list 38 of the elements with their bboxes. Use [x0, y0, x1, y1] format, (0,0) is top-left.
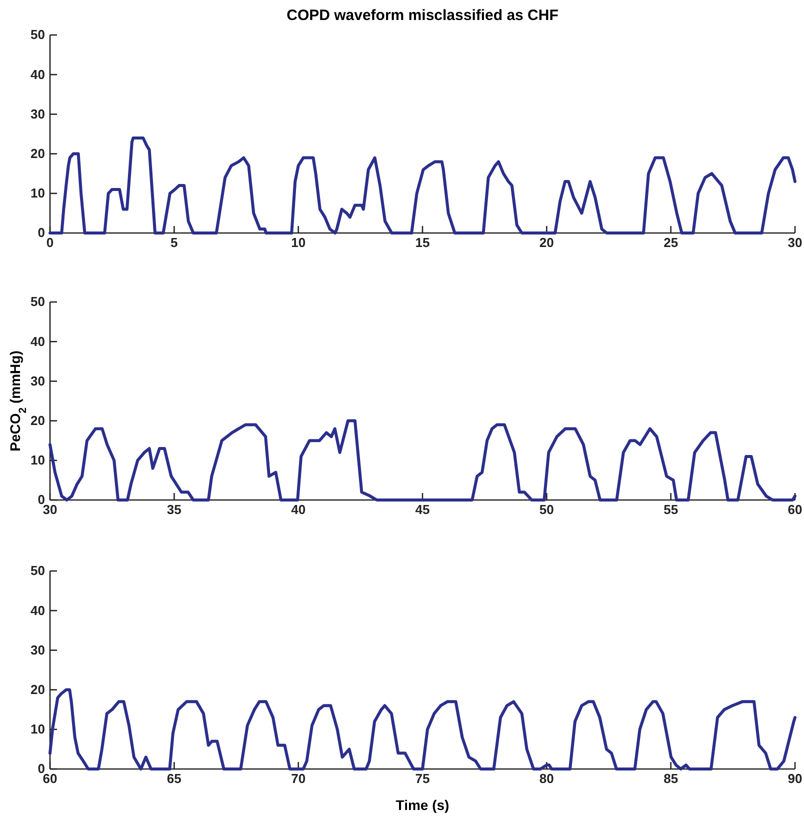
x-tick-label: 90 — [788, 771, 802, 786]
y-tick-label: 10 — [30, 722, 45, 737]
x-tick-label: 35 — [166, 502, 182, 518]
x-tick-label: 50 — [539, 502, 554, 518]
y-tick-label: 10 — [30, 452, 45, 468]
y-tick-label: 10 — [30, 186, 45, 201]
x-tick-label: 20 — [539, 235, 554, 250]
x-tick-label: 5 — [170, 235, 178, 250]
x-tick-label: 80 — [539, 771, 554, 786]
x-tick-label: 30 — [788, 235, 802, 250]
chart-title: COPD waveform misclassified as CHF — [286, 7, 558, 24]
y-tick-label: 20 — [30, 412, 45, 428]
y-tick-label: 50 — [30, 563, 45, 578]
x-tick-label: 65 — [166, 771, 182, 786]
x-tick-label: 85 — [664, 771, 678, 786]
x-tick-label: 60 — [788, 502, 802, 518]
x-tick-label: 75 — [415, 771, 430, 786]
x-tick-label: 10 — [291, 235, 306, 250]
x-tick-label: 55 — [664, 502, 678, 518]
y-tick-label: 0 — [38, 761, 45, 776]
y-tick-label: 20 — [30, 146, 45, 161]
x-axis-title: Time (s) — [396, 797, 450, 813]
y-tick-label: 30 — [30, 642, 45, 658]
x-tick-label: 45 — [415, 502, 430, 518]
y-tick-label: 30 — [30, 106, 45, 122]
y-tick-label: 20 — [30, 682, 45, 697]
y-tick-label: 30 — [30, 373, 45, 388]
x-tick-label: 60 — [42, 771, 58, 786]
x-tick-label: 40 — [291, 502, 306, 518]
y-tick-label: 40 — [30, 66, 45, 82]
y-tick-label: 0 — [38, 225, 45, 240]
x-tick-label: 70 — [291, 771, 306, 786]
x-tick-label: 15 — [415, 235, 430, 250]
y-tick-label: 40 — [30, 602, 45, 618]
y-tick-label: 40 — [30, 334, 45, 349]
y-tick-label: 50 — [30, 294, 45, 310]
x-tick-label: 25 — [664, 235, 678, 250]
y-tick-label: 50 — [30, 27, 45, 42]
